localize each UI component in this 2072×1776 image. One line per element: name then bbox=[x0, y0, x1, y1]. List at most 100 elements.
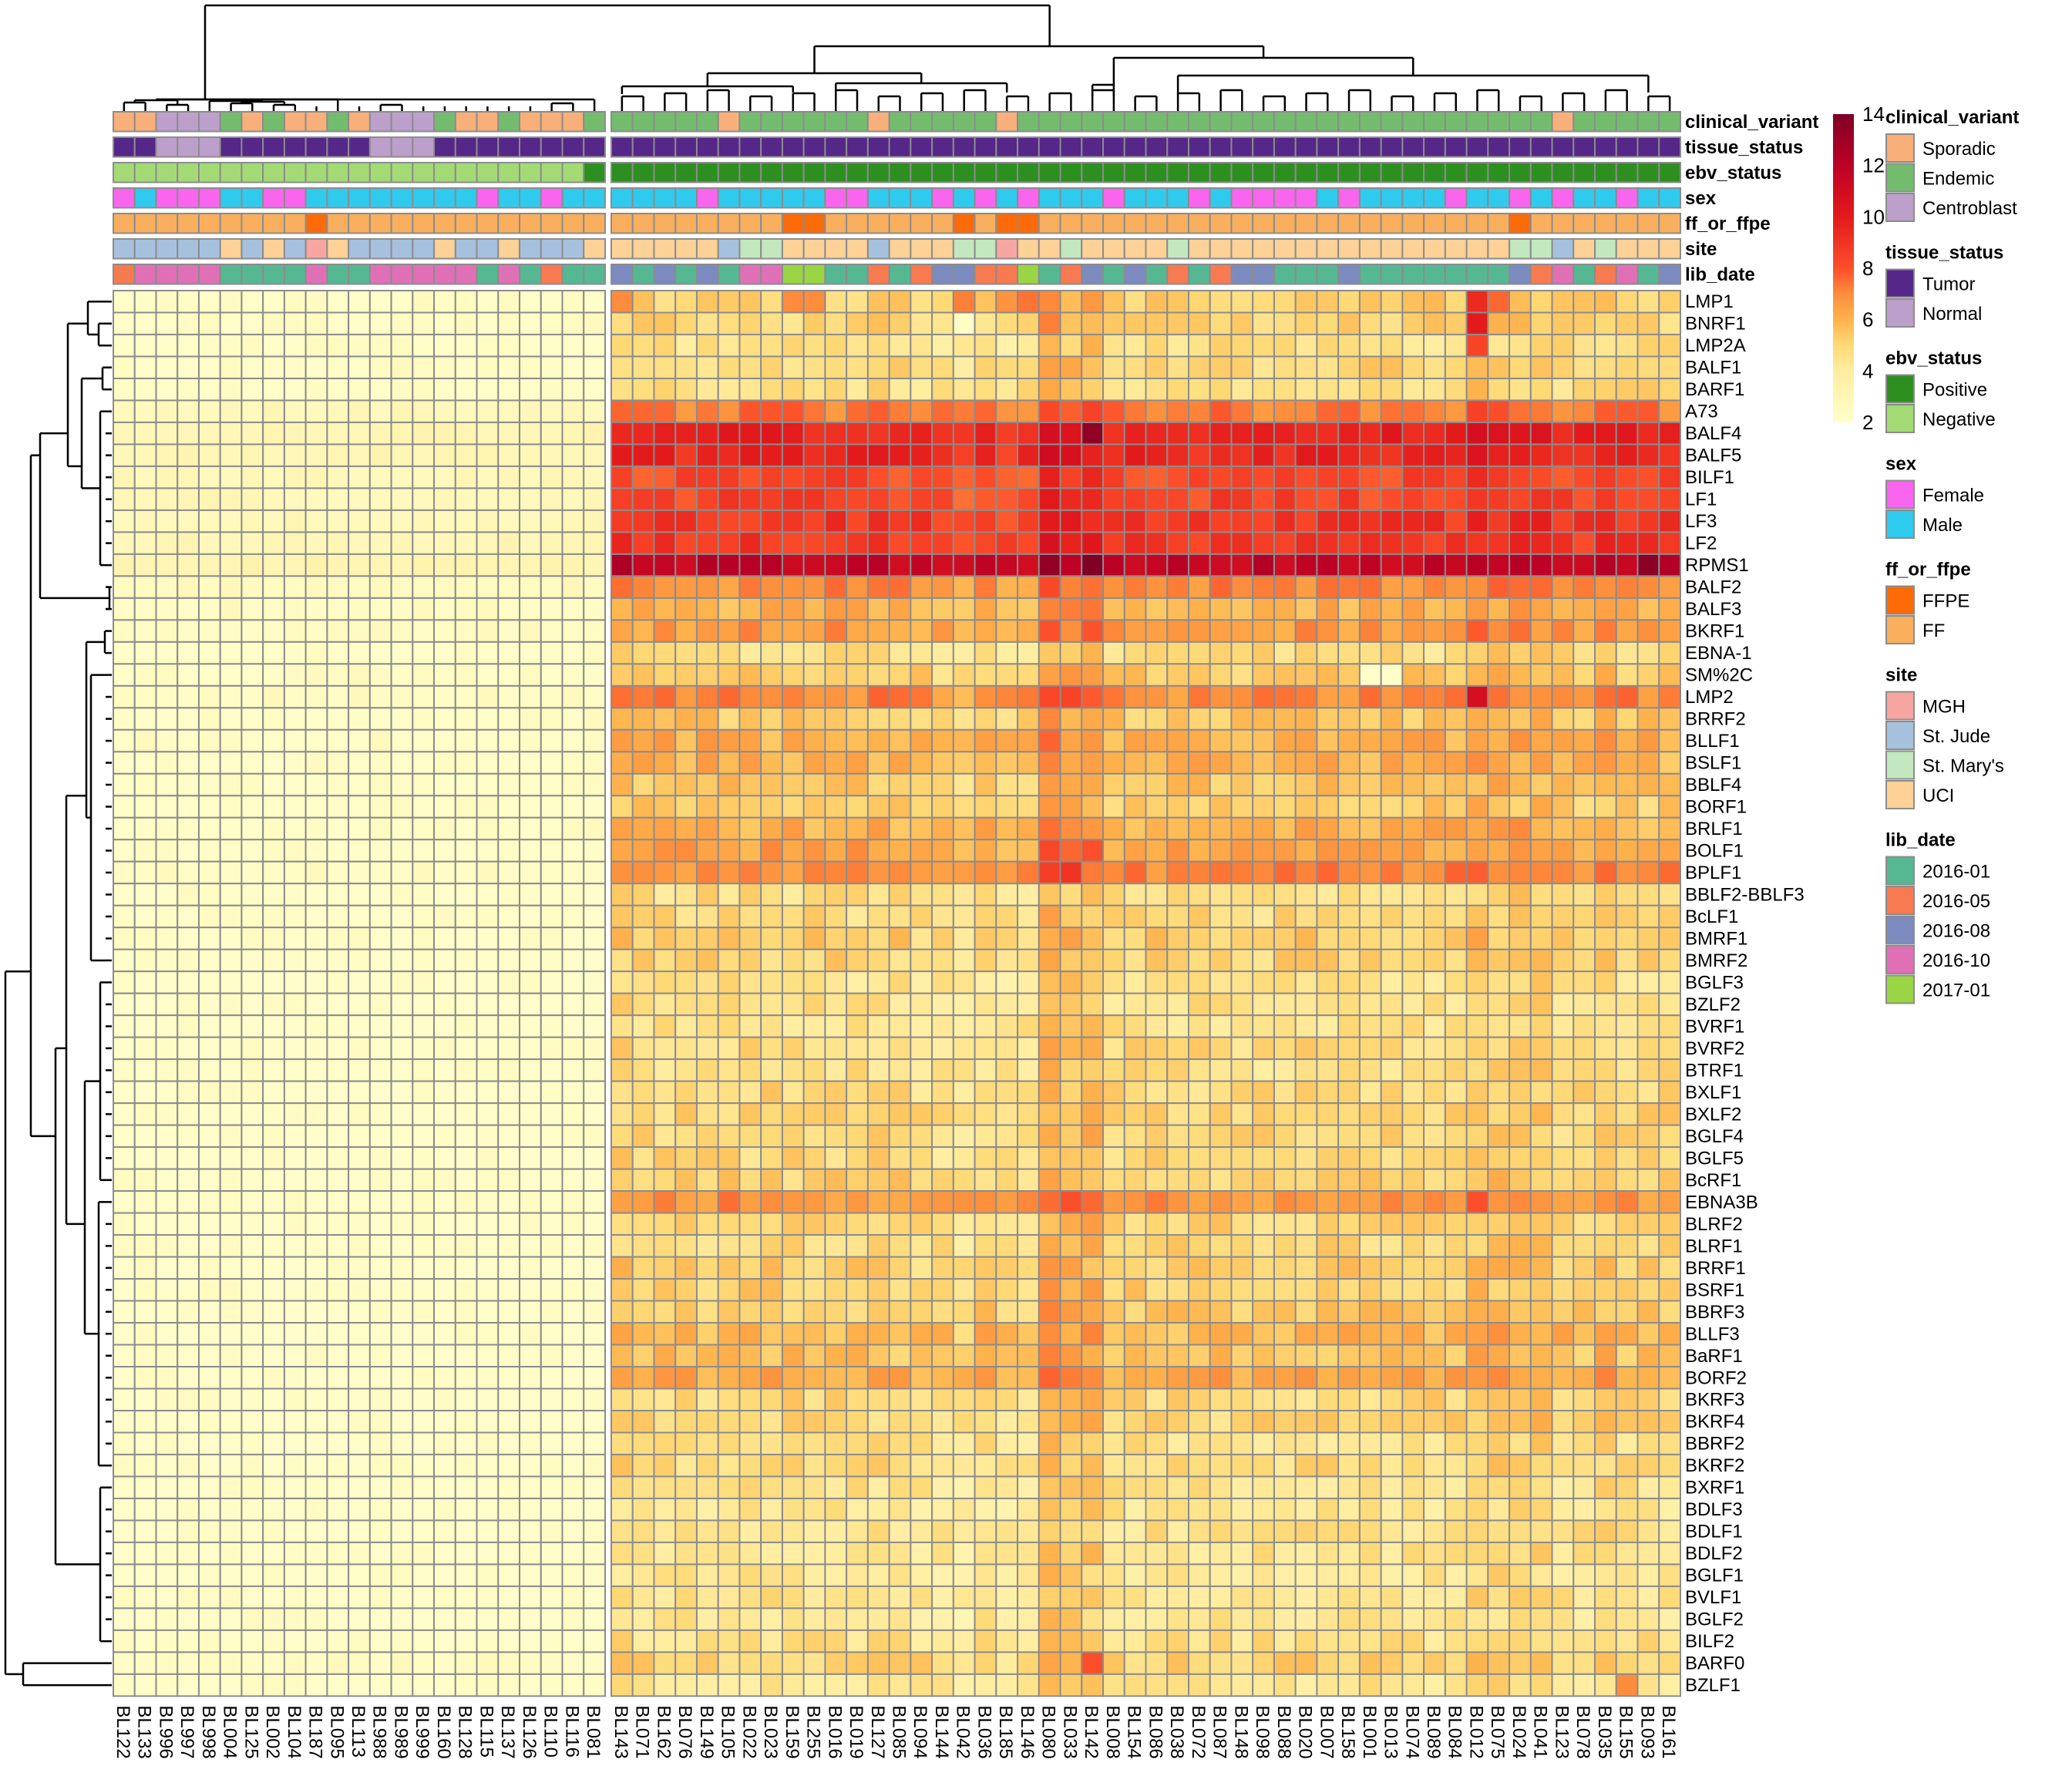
heatmap-cell bbox=[197, 1234, 221, 1258]
heatmap-cell bbox=[1423, 421, 1446, 446]
annotation-cell-clinical_variant bbox=[760, 111, 783, 133]
heatmap-cell bbox=[283, 1322, 307, 1346]
heatmap-cell bbox=[1230, 772, 1254, 797]
heatmap-cell bbox=[1337, 1344, 1361, 1368]
heatmap-cell bbox=[177, 1168, 200, 1192]
heatmap-cell bbox=[1209, 663, 1233, 687]
heatmap-cell bbox=[674, 290, 698, 314]
annotation-cell-ff_or_ffpe bbox=[1444, 213, 1468, 234]
heatmap-cell bbox=[1102, 883, 1125, 906]
heatmap-cell bbox=[454, 355, 478, 379]
heatmap-cell bbox=[1509, 355, 1532, 379]
heatmap-cell bbox=[995, 1256, 1019, 1280]
heatmap-cell bbox=[781, 795, 805, 819]
heatmap-cell bbox=[1529, 1190, 1553, 1214]
heatmap-cell bbox=[1658, 1322, 1682, 1346]
heatmap-cell bbox=[412, 641, 436, 665]
heatmap-cell bbox=[155, 948, 179, 973]
heatmap-cell bbox=[1123, 795, 1147, 819]
annotation-cell-ff_or_ffpe bbox=[368, 213, 392, 234]
heatmap-cell bbox=[219, 333, 243, 358]
heatmap-cell bbox=[219, 1409, 243, 1434]
heatmap-cell bbox=[177, 860, 200, 885]
heatmap-cell bbox=[1572, 992, 1596, 1017]
annotation-label: clinical_variant bbox=[1685, 112, 1818, 133]
heatmap-cell bbox=[1337, 575, 1361, 599]
heatmap-cell bbox=[717, 970, 741, 994]
annotation-cell-lib_date bbox=[283, 264, 307, 285]
heatmap-cell bbox=[931, 707, 954, 731]
heatmap-cell bbox=[1529, 970, 1553, 994]
heatmap-cell bbox=[1465, 1497, 1489, 1522]
annotation-cell-ebv_status bbox=[262, 162, 285, 183]
heatmap-cell bbox=[1230, 531, 1254, 555]
heatmap-cell bbox=[1294, 1344, 1318, 1368]
annotation-label: ebv_status bbox=[1685, 163, 1781, 183]
heatmap-cell bbox=[1337, 1080, 1361, 1105]
heatmap-cell bbox=[155, 597, 179, 621]
heatmap-cell bbox=[738, 1475, 762, 1499]
heatmap-cell bbox=[1358, 641, 1382, 665]
heatmap-cell bbox=[155, 1453, 179, 1478]
heatmap-cell bbox=[1401, 443, 1425, 467]
heatmap-cell bbox=[304, 904, 328, 929]
heatmap-cell bbox=[283, 1212, 307, 1236]
heatmap-cell bbox=[1123, 1014, 1147, 1038]
heatmap-cell bbox=[1252, 1058, 1275, 1082]
heatmap-cell bbox=[283, 1014, 307, 1038]
heatmap-cell bbox=[1423, 597, 1446, 621]
heatmap-cell bbox=[113, 597, 136, 621]
heatmap-cell bbox=[433, 751, 456, 775]
heatmap-cell bbox=[1423, 509, 1446, 533]
heatmap-cell bbox=[1081, 575, 1105, 599]
heatmap-cell bbox=[561, 751, 585, 775]
heatmap-cell bbox=[1465, 1058, 1489, 1082]
heatmap-cell bbox=[454, 1344, 478, 1368]
heatmap-cell bbox=[583, 883, 606, 906]
heatmap-cell bbox=[846, 619, 869, 643]
annotation-cell-ff_or_ffpe bbox=[802, 213, 826, 234]
heatmap-cell bbox=[738, 1431, 762, 1455]
annotation-cell-ebv_status bbox=[1273, 162, 1297, 183]
annotation-cell-site bbox=[1487, 238, 1511, 260]
heatmap-cell bbox=[240, 927, 264, 950]
heatmap-cell bbox=[1145, 1256, 1169, 1280]
annotation-cell-site bbox=[738, 238, 762, 260]
heatmap-cell bbox=[824, 948, 848, 973]
heatmap-cell bbox=[540, 1366, 563, 1390]
annotation-cell-ff_or_ffpe bbox=[1636, 213, 1660, 234]
heatmap-cell bbox=[1059, 575, 1083, 599]
annotation-cell-site bbox=[177, 238, 200, 260]
heatmap-cell bbox=[1337, 948, 1361, 973]
heatmap-cell bbox=[348, 1146, 371, 1170]
heatmap-cell bbox=[348, 1322, 371, 1346]
annotation-cell-ebv_status bbox=[390, 162, 414, 183]
heatmap-cell bbox=[802, 1190, 826, 1214]
heatmap-cell bbox=[695, 728, 719, 753]
heatmap-cell bbox=[824, 860, 848, 885]
annotation-cell-ebv_status bbox=[412, 162, 436, 183]
heatmap-cell bbox=[1187, 772, 1211, 797]
heatmap-cell bbox=[610, 1190, 634, 1214]
heatmap-cell bbox=[931, 1190, 954, 1214]
heatmap-cell bbox=[519, 927, 542, 950]
heatmap-cell bbox=[412, 333, 436, 358]
heatmap-cell bbox=[846, 1388, 869, 1411]
annotation-cell-clinical_variant bbox=[738, 111, 762, 133]
heatmap-cell bbox=[631, 1278, 655, 1302]
heatmap-cell bbox=[1252, 1212, 1275, 1236]
annotation-cell-sex bbox=[974, 187, 997, 209]
heatmap-cell bbox=[824, 1388, 848, 1411]
annotation-cell-site bbox=[1529, 238, 1553, 260]
heatmap-cell bbox=[1337, 1124, 1361, 1149]
heatmap-cell bbox=[1529, 333, 1553, 358]
heatmap-cell bbox=[497, 1497, 521, 1522]
heatmap-cell bbox=[610, 333, 634, 358]
heatmap-cell bbox=[910, 421, 933, 446]
heatmap-cell bbox=[1509, 1212, 1532, 1236]
heatmap-cell bbox=[931, 1212, 954, 1236]
heatmap-cell bbox=[1145, 948, 1169, 973]
heatmap-cell bbox=[1316, 663, 1340, 687]
heatmap-cell bbox=[1102, 970, 1125, 994]
heatmap-cell bbox=[433, 1366, 456, 1390]
